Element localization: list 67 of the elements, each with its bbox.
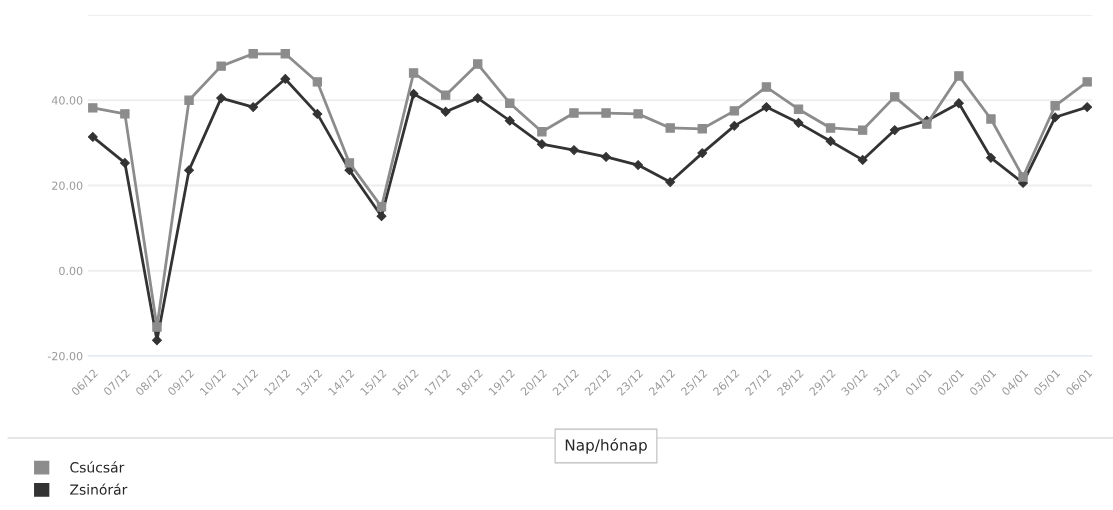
point — [633, 109, 643, 119]
point — [248, 102, 259, 113]
point — [697, 148, 708, 159]
point — [1082, 77, 1092, 87]
point — [312, 108, 323, 119]
y-tick-label: 0.00 — [59, 266, 83, 276]
point — [793, 117, 804, 128]
point — [119, 157, 130, 168]
point — [248, 49, 258, 59]
point — [312, 77, 323, 87]
point — [729, 120, 740, 131]
legend-label: Zsinórár — [70, 483, 128, 495]
point — [857, 154, 868, 165]
point — [440, 106, 451, 117]
legend-label: Csúcsár — [70, 461, 125, 473]
point — [472, 93, 483, 104]
y-tick-label: 20.00 — [52, 181, 83, 190]
point — [88, 103, 98, 113]
point — [1018, 172, 1028, 182]
point — [88, 131, 98, 142]
point — [825, 136, 836, 147]
point — [152, 322, 162, 332]
point — [761, 102, 772, 113]
point — [505, 98, 515, 108]
point — [280, 74, 291, 84]
point — [793, 104, 804, 114]
x-axis-title: Nap/hónap — [565, 438, 647, 454]
point — [184, 165, 194, 176]
point — [440, 90, 451, 100]
point — [986, 152, 996, 163]
point — [569, 145, 579, 156]
point — [665, 123, 675, 133]
point — [536, 139, 547, 150]
point — [1050, 112, 1061, 123]
point — [601, 152, 611, 162]
point — [922, 119, 932, 129]
point — [376, 211, 387, 222]
point — [537, 127, 547, 137]
point — [569, 108, 579, 118]
point — [1082, 102, 1092, 113]
point — [633, 160, 644, 170]
y-tick-label: -20.00 — [47, 351, 83, 361]
point — [954, 71, 964, 81]
point — [986, 114, 996, 124]
point — [408, 68, 419, 78]
point — [504, 115, 515, 126]
point — [601, 108, 611, 118]
point — [729, 106, 740, 116]
point — [665, 177, 676, 188]
point — [376, 202, 387, 212]
y-tick-label: 40.00 — [51, 96, 83, 105]
point — [697, 124, 707, 134]
point — [953, 98, 964, 109]
point — [825, 123, 836, 133]
point — [120, 109, 130, 119]
point — [184, 95, 194, 105]
point — [1050, 101, 1060, 111]
point — [216, 61, 226, 71]
point — [280, 49, 290, 59]
point — [408, 88, 419, 99]
point — [344, 158, 355, 168]
point — [216, 93, 227, 104]
point — [473, 59, 483, 69]
point — [889, 125, 900, 136]
point — [761, 82, 772, 92]
point — [890, 92, 900, 102]
point — [857, 125, 868, 135]
